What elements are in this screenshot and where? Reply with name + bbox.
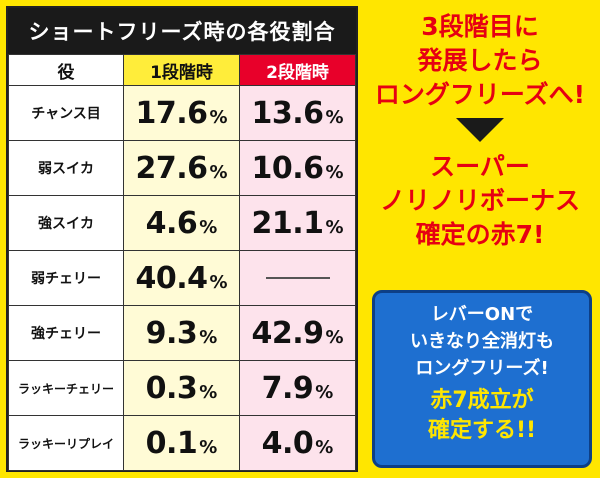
stage1-value: 17.6 [135, 95, 208, 131]
percent-sign: % [325, 161, 344, 183]
role-name: ラッキーチェリー [8, 360, 124, 416]
stage2-value-cell: 13.6% [239, 85, 356, 141]
stage2-value-cell [239, 250, 356, 306]
percent-sign: % [199, 436, 218, 458]
lever-info-box: レバーONで いきなり全消灯も ロングフリーズ! 赤7成立が 確定する!! [372, 290, 592, 468]
percent-sign: % [199, 216, 218, 238]
stage1-value-cell: 40.4% [123, 250, 240, 306]
stage1-value: 40.4 [135, 260, 208, 296]
table-row: 弱スイカ 27.6% 10.6% [8, 140, 356, 196]
stage2-value-cell: 42.9% [239, 305, 356, 361]
table-row: 弱チェリー 40.4% [8, 250, 356, 306]
table-row: 強スイカ 4.6% 21.1% [8, 195, 356, 251]
stage1-value-cell: 17.6% [123, 85, 240, 141]
percent-sign: % [315, 436, 334, 458]
no-value-dash [265, 277, 330, 279]
callout-line: 発展したら [417, 46, 543, 75]
stage1-value-cell: 0.1% [123, 415, 240, 471]
role-name: 弱スイカ [8, 140, 124, 196]
percent-sign: % [209, 271, 228, 293]
role-name: 弱チェリー [8, 250, 124, 306]
stage1-value-cell: 9.3% [123, 305, 240, 361]
role-ratio-table: 役 1段階時 2段階時 チャンス目 17.6% 13.6% 弱スイカ 27.6%… [8, 54, 356, 471]
callout-line: ノリノリボーナス [379, 186, 580, 215]
table-row: ラッキーリプレイ 0.1% 4.0% [8, 415, 356, 471]
percent-sign: % [209, 161, 228, 183]
callout-line: 3段階目に [421, 12, 539, 41]
stage1-value-cell: 0.3% [123, 360, 240, 416]
percent-sign: % [315, 381, 334, 403]
header-stage2: 2段階時 [239, 54, 356, 86]
callout-line: 確定の赤7! [415, 220, 545, 249]
role-name: ラッキーリプレイ [8, 415, 124, 471]
percent-sign: % [199, 326, 218, 348]
stage1-value: 0.1 [145, 425, 198, 461]
stage2-value-cell: 10.6% [239, 140, 356, 196]
stage2-value: 4.0 [261, 425, 314, 461]
box-line: いきなり全消灯も [410, 331, 554, 352]
percent-sign: % [325, 106, 344, 128]
stage2-value: 10.6 [251, 150, 324, 186]
role-ratio-table-panel: ショートフリーズ時の各役割合 役 1段階時 2段階時 チャンス目 17.6% 1… [6, 6, 358, 472]
table-row: チャンス目 17.6% 13.6% [8, 85, 356, 141]
header-role: 役 [8, 54, 124, 86]
table-header-row: 役 1段階時 2段階時 [8, 54, 356, 86]
box-highlight-line: 確定する!! [427, 418, 537, 443]
table-row: 強チェリー 9.3% 42.9% [8, 305, 356, 361]
stage2-value-cell: 4.0% [239, 415, 356, 471]
percent-sign: % [199, 381, 218, 403]
percent-sign: % [325, 216, 344, 238]
box-line: ロングフリーズ! [415, 358, 549, 379]
down-triangle-icon [456, 118, 504, 142]
role-name: 強スイカ [8, 195, 124, 251]
stage1-value-cell: 27.6% [123, 140, 240, 196]
box-line: レバーONで [430, 304, 534, 325]
table-title: ショートフリーズ時の各役割合 [8, 8, 356, 54]
callout-line: スーパー [430, 152, 530, 181]
stage1-value: 9.3 [145, 315, 198, 351]
table-row: ラッキーチェリー 0.3% 7.9% [8, 360, 356, 416]
callout-line: ロングフリーズへ! [374, 80, 586, 109]
stage1-value: 4.6 [145, 205, 198, 241]
stage1-value: 27.6 [135, 150, 208, 186]
percent-sign: % [209, 106, 228, 128]
stage2-value-cell: 21.1% [239, 195, 356, 251]
header-stage1: 1段階時 [123, 54, 240, 86]
box-highlight-line: 赤7成立が [430, 388, 534, 413]
stage2-value: 21.1 [251, 205, 324, 241]
stage1-value-cell: 4.6% [123, 195, 240, 251]
stage2-value-cell: 7.9% [239, 360, 356, 416]
long-freeze-callout: 3段階目に 発展したら ロングフリーズへ! スーパー ノリノリボーナス 確定の赤… [362, 10, 598, 252]
stage2-value: 42.9 [251, 315, 324, 351]
stage2-value: 7.9 [261, 370, 314, 406]
stage2-value: 13.6 [251, 95, 324, 131]
percent-sign: % [325, 326, 344, 348]
stage1-value: 0.3 [145, 370, 198, 406]
role-name: 強チェリー [8, 305, 124, 361]
role-name: チャンス目 [8, 85, 124, 141]
